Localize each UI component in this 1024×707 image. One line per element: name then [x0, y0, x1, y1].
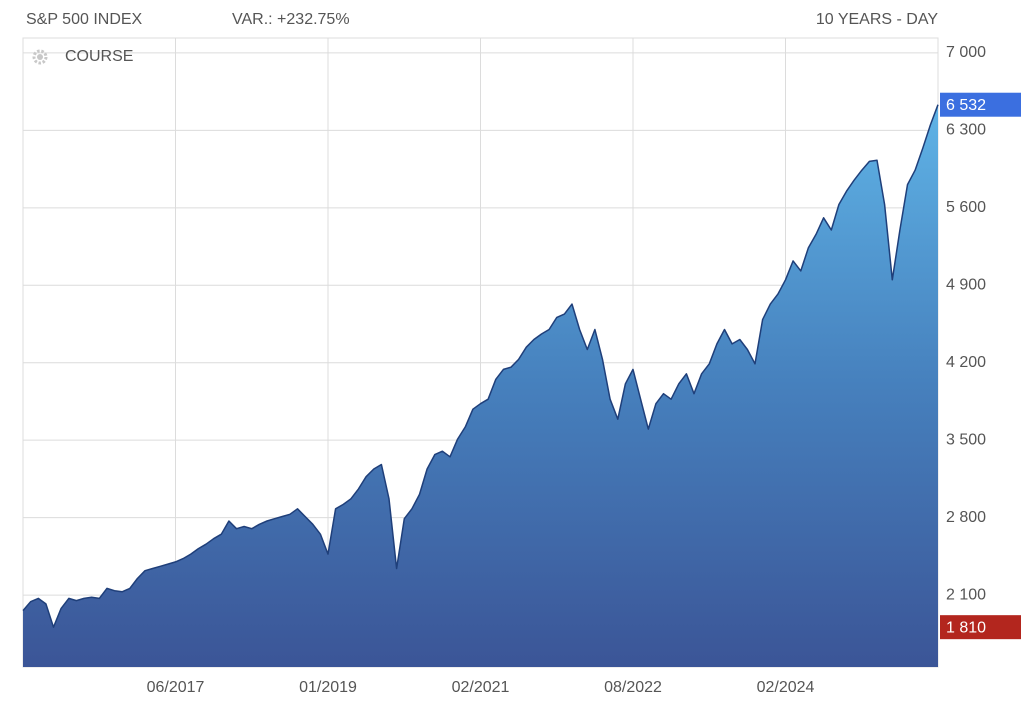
chart-subtitle: VAR.: +232.75%	[232, 11, 350, 28]
x-tick-label: 02/2024	[757, 679, 815, 696]
legend-icon-center	[37, 54, 43, 60]
marks	[22, 104, 939, 667]
value-marker	[940, 615, 1021, 640]
y-tick-label: 2 800	[946, 509, 986, 526]
x-tick-label: 08/2022	[604, 679, 662, 696]
y-tick-label: 4 200	[946, 354, 986, 371]
x-tick-label: 01/2019	[299, 679, 357, 696]
value-marker-label: 1 810	[946, 619, 986, 636]
value-marker-label: 6 532	[946, 97, 986, 114]
x-tick-label: 06/2017	[147, 679, 205, 696]
y-tick-label: 6 300	[946, 122, 986, 139]
legend-label: COURSE	[65, 48, 133, 65]
period-label: 10 YEARS - DAY	[816, 11, 938, 28]
y-tick-label: 3 500	[946, 431, 986, 448]
area	[23, 104, 938, 667]
y-tick-label: 2 100	[946, 586, 986, 603]
legend-icon	[32, 49, 48, 65]
legend: COURSE	[32, 48, 133, 65]
y-tick-label: 7 000	[946, 44, 986, 61]
y-tick-label: 4 900	[946, 277, 986, 294]
line	[22, 104, 939, 628]
chart-title: S&P 500 INDEX	[26, 11, 143, 28]
value-marker	[940, 92, 1021, 117]
y-tick-label: 5 600	[946, 199, 986, 216]
x-tick-label: 02/2021	[452, 679, 510, 696]
